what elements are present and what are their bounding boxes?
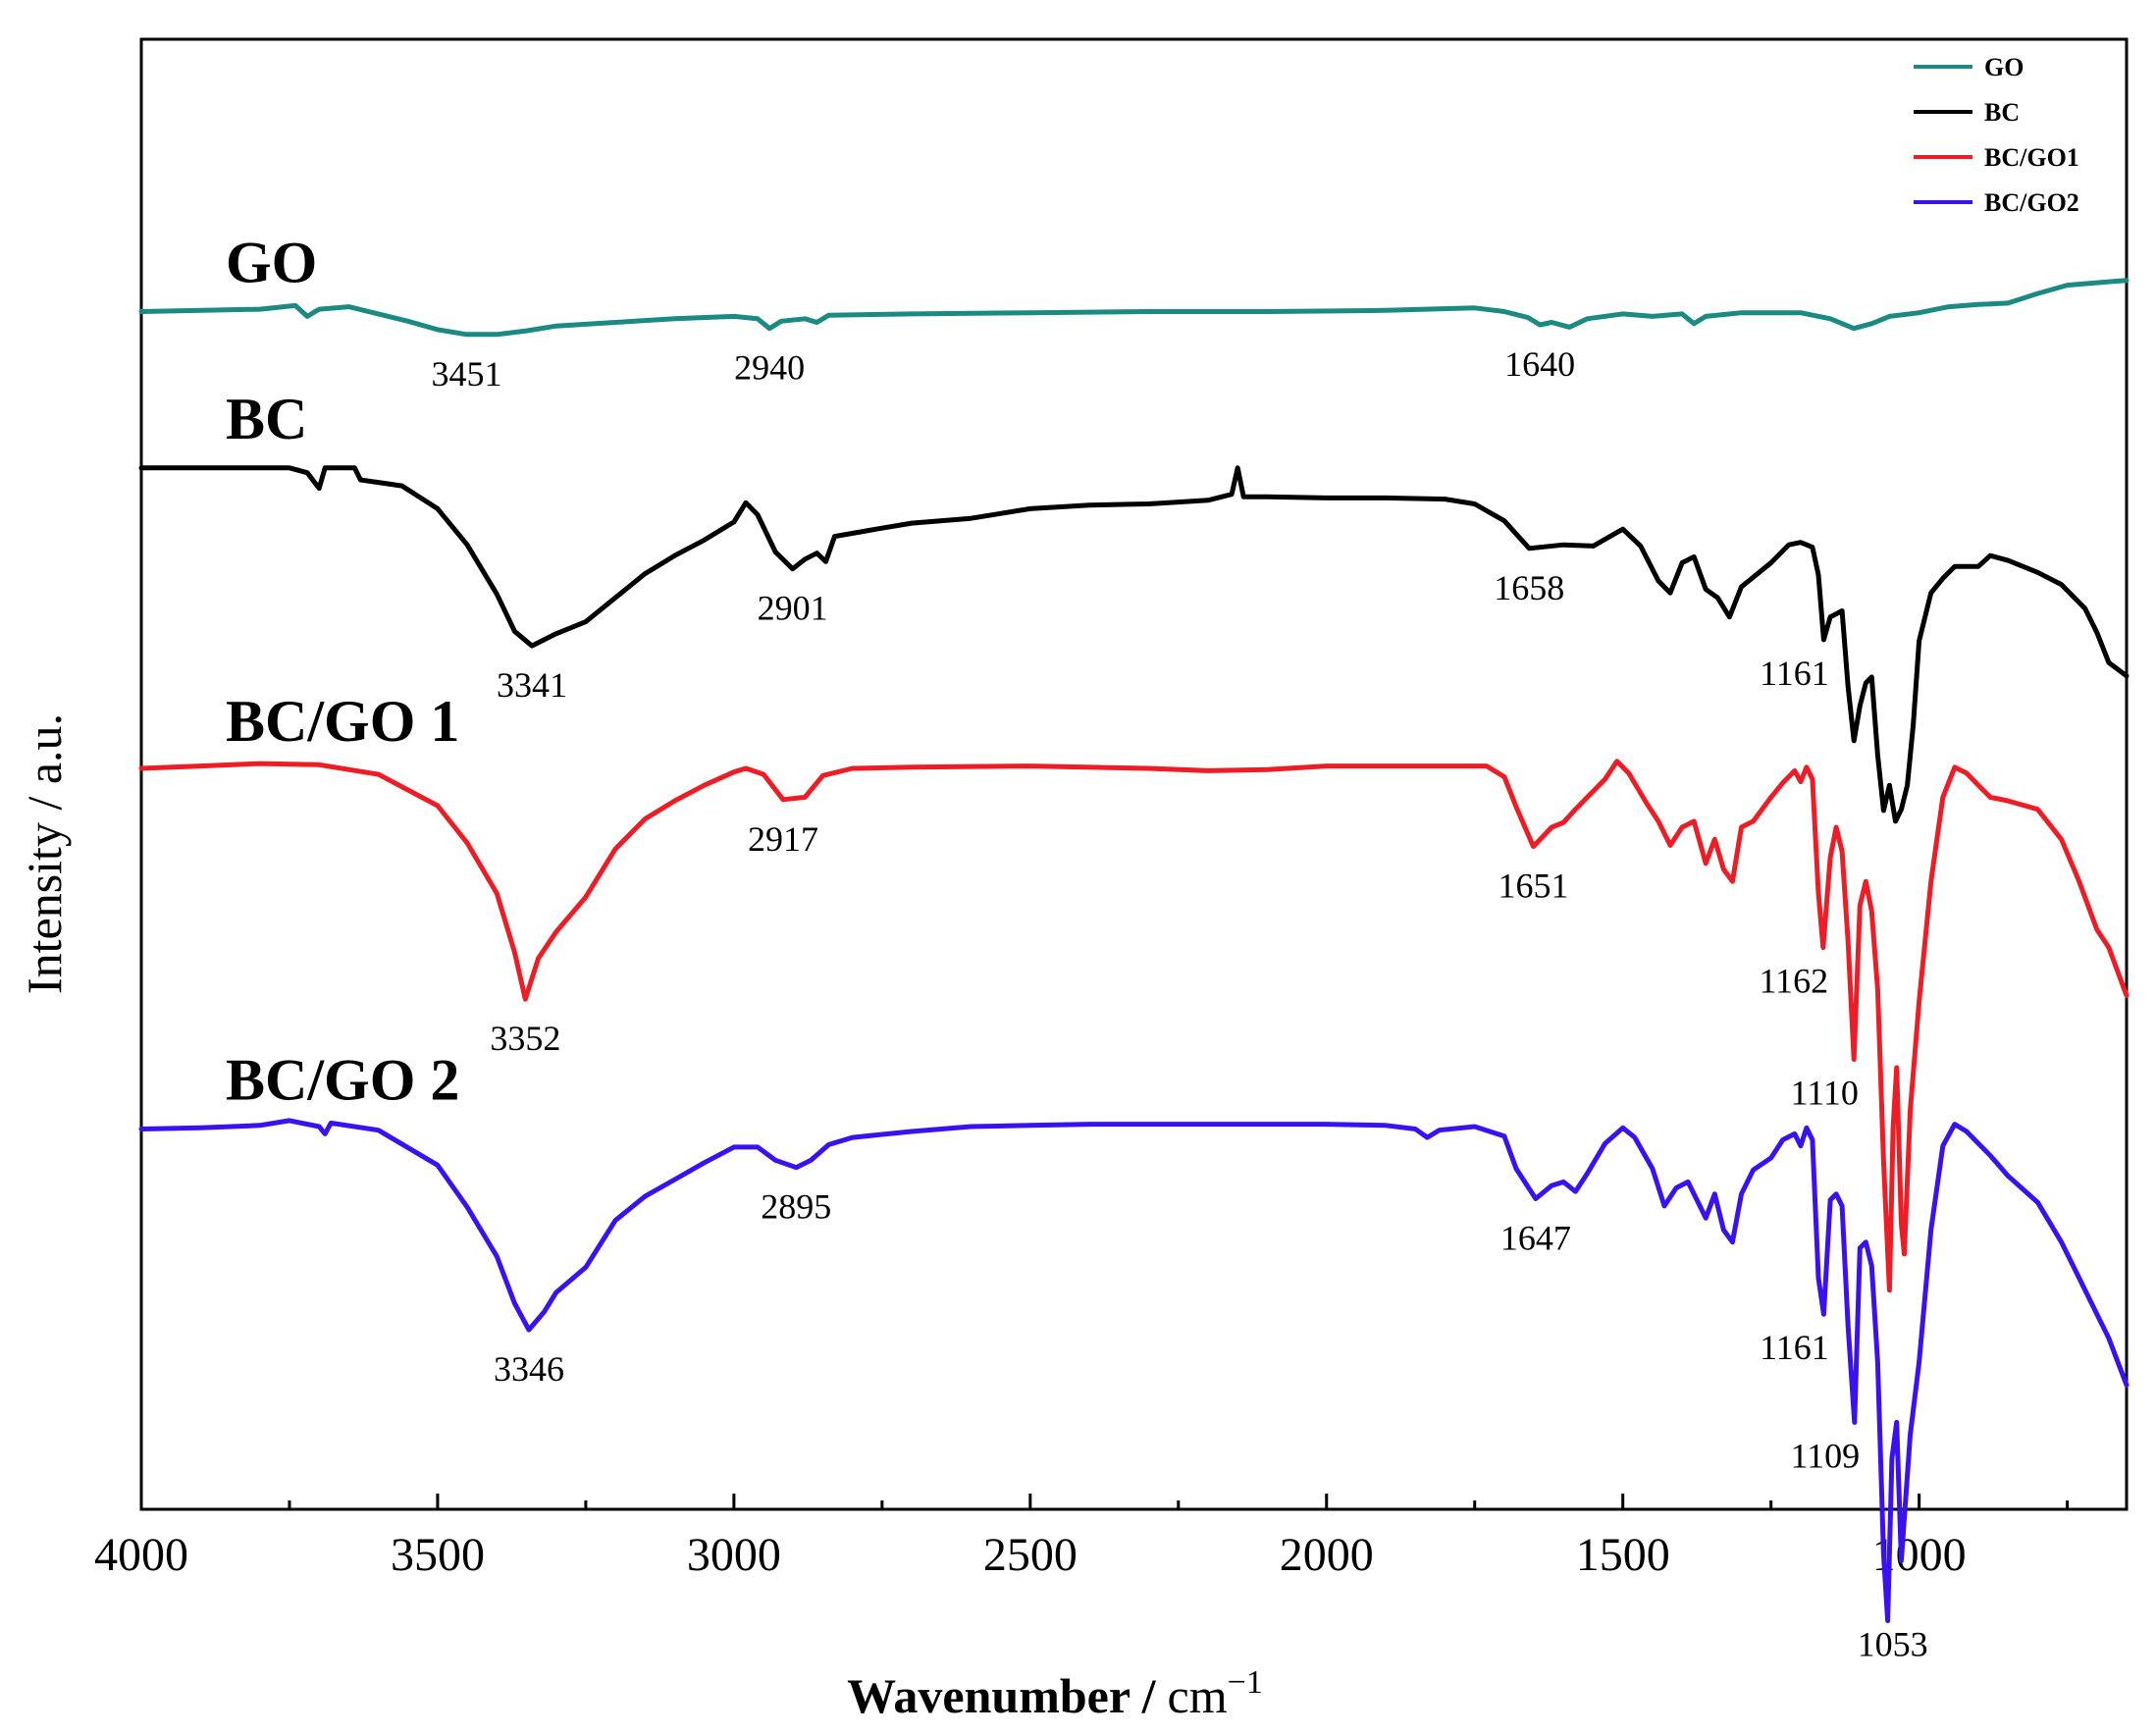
peak-label: 3346 <box>494 1349 564 1389</box>
peak-label: 1647 <box>1500 1219 1571 1258</box>
series-line-bc <box>138 465 2130 824</box>
peak-label: 2901 <box>758 589 828 628</box>
x-tick-label: 4000 <box>94 1529 188 1581</box>
legend-label: BC <box>1984 98 2020 127</box>
x-axis-title: Wavenumber / cm−1 <box>847 1664 1263 1723</box>
peak-labels: 3451 2940 1640 3341 2901 1658 1161 3352 2917 1651… <box>432 344 1928 1664</box>
series-labels: GO BC BC/GO 1 BC/GO 2 <box>226 231 459 1113</box>
x-axis-title-exponent: −1 <box>1228 1664 1263 1701</box>
x-tick-label: 1500 <box>1576 1529 1670 1581</box>
peak-label: 2940 <box>734 348 805 388</box>
series-line-bc-go1 <box>138 759 2130 1293</box>
x-tick-label: 3000 <box>687 1529 781 1581</box>
peak-label: 1161 <box>1760 654 1829 693</box>
series-label-bc-go2: BC/GO 2 <box>226 1048 459 1113</box>
x-tick-label: 2500 <box>983 1529 1078 1581</box>
x-tick-label: 3500 <box>391 1529 485 1581</box>
peak-label: 3451 <box>432 354 502 394</box>
series-line-bc-go2 <box>138 1118 2130 1623</box>
peak-label: 1640 <box>1504 344 1575 384</box>
legend-label: GO <box>1984 53 2024 81</box>
x-axis-title-main: Wavenumber / <box>847 1668 1156 1723</box>
spectrum-curves <box>138 278 2130 1623</box>
peak-label: 1161 <box>1760 1328 1829 1367</box>
x-axis-title-unit: cm <box>1168 1668 1228 1723</box>
peak-label: 1651 <box>1499 867 1569 906</box>
x-axis-ticks: 4000 3500 3000 2500 2000 1500 1000 <box>94 1494 2070 1581</box>
legend: GO BC BC/GO1 BC/GO2 <box>1914 53 2079 217</box>
series-label-bc-go1: BC/GO 1 <box>226 689 459 754</box>
peak-label: 2917 <box>748 819 818 859</box>
legend-label: BC/GO1 <box>1984 143 2079 172</box>
peak-label: 3352 <box>490 1019 560 1058</box>
series-label-bc: BC <box>226 387 307 451</box>
peak-label: 1162 <box>1759 962 1828 1001</box>
plot-frame <box>139 37 2129 1511</box>
peak-label: 2895 <box>761 1187 831 1227</box>
x-tick-label: 2000 <box>1280 1529 1374 1581</box>
peak-label: 3341 <box>497 665 567 705</box>
y-axis-title: Intensity / a.u. <box>17 713 72 994</box>
peak-label: 1110 <box>1791 1073 1859 1112</box>
peak-label: 1109 <box>1790 1436 1860 1475</box>
legend-label: BC/GO2 <box>1984 188 2079 217</box>
peak-label: 1053 <box>1858 1625 1928 1664</box>
series-line-go <box>138 278 2130 338</box>
series-label-go: GO <box>226 231 317 295</box>
peak-label: 1658 <box>1494 568 1564 607</box>
